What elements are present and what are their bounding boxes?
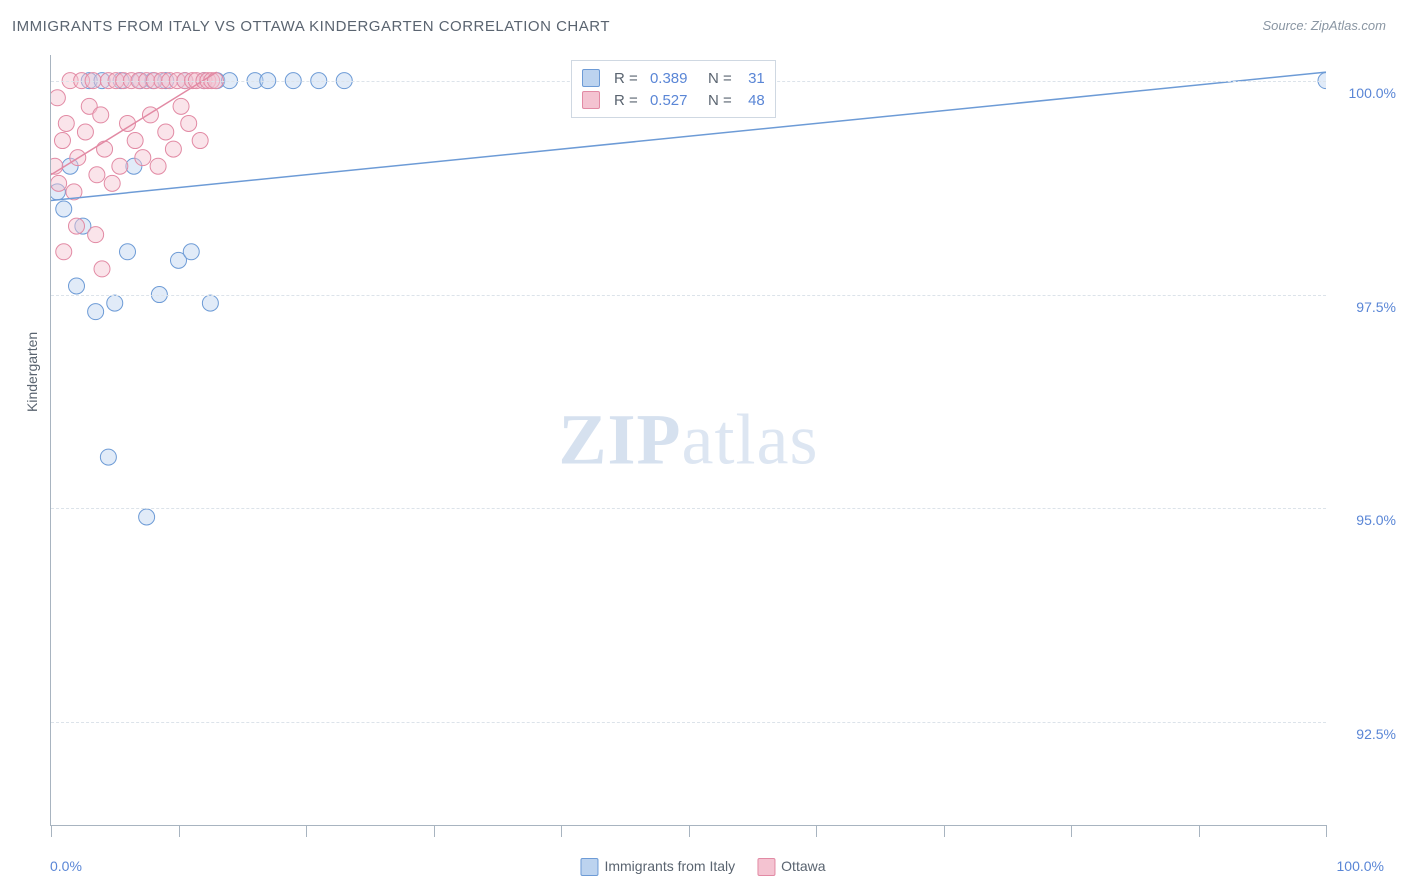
legend-n-value: 48 (748, 92, 765, 109)
data-point (100, 449, 116, 465)
x-tick (944, 825, 945, 837)
x-tick (1071, 825, 1072, 837)
legend-swatch (757, 858, 775, 876)
data-point (202, 295, 218, 311)
legend-n-value: 31 (748, 70, 765, 87)
legend-n-label: N = (695, 92, 740, 109)
grid-line (51, 295, 1326, 296)
x-tick (1199, 825, 1200, 837)
data-point (69, 218, 85, 234)
x-tick (51, 825, 52, 837)
chart-title: IMMIGRANTS FROM ITALY VS OTTAWA KINDERGA… (12, 18, 610, 35)
data-point (51, 175, 67, 191)
data-point (89, 167, 105, 183)
legend-r-value: 0.527 (650, 92, 688, 109)
source-prefix: Source: (1262, 18, 1310, 33)
x-tick (689, 825, 690, 837)
scatter-chart-svg (51, 55, 1326, 825)
y-tick-label: 100.0% (1336, 85, 1396, 101)
y-axis-label: Kindergarten (24, 332, 40, 412)
x-tick (179, 825, 180, 837)
legend-n-label: N = (695, 70, 740, 87)
data-point (54, 133, 70, 149)
x-tick (434, 825, 435, 837)
data-point (93, 107, 109, 123)
source-attribution: Source: ZipAtlas.com (1262, 18, 1386, 33)
legend-swatch (582, 91, 600, 109)
legend-r-label: R = (614, 70, 642, 87)
data-point (97, 141, 113, 157)
legend-row: R = 0.389 N = 31 (582, 67, 765, 89)
data-point (173, 98, 189, 114)
series-legend-item: Immigrants from Italy (580, 858, 735, 876)
data-point (56, 244, 72, 260)
x-tick (1326, 825, 1327, 837)
series-legend: Immigrants from Italy Ottawa (580, 858, 825, 876)
x-tick (816, 825, 817, 837)
data-point (158, 124, 174, 140)
data-point (77, 124, 93, 140)
data-point (112, 158, 128, 174)
data-point (127, 133, 143, 149)
data-point (165, 141, 181, 157)
x-tick (306, 825, 307, 837)
legend-swatch (582, 69, 600, 87)
data-point (94, 261, 110, 277)
grid-line (51, 722, 1326, 723)
data-point (58, 115, 74, 131)
grid-line (51, 508, 1326, 509)
correlation-legend-box: R = 0.389 N = 31R = 0.527 N = 48 (571, 60, 776, 118)
data-point (183, 244, 199, 260)
x-axis-min-label: 0.0% (50, 858, 82, 874)
data-point (192, 133, 208, 149)
data-point (139, 509, 155, 525)
data-point (51, 90, 65, 106)
plot-area: ZIPatlas 100.0%97.5%95.0%92.5% R = 0.389… (50, 55, 1326, 826)
data-point (69, 278, 85, 294)
data-point (88, 227, 104, 243)
source-name: ZipAtlas.com (1311, 18, 1386, 33)
x-axis-max-label: 100.0% (1337, 858, 1384, 874)
data-point (107, 295, 123, 311)
y-tick-label: 97.5% (1336, 299, 1396, 315)
legend-r-label: R = (614, 92, 642, 109)
series-legend-label: Ottawa (781, 858, 825, 874)
data-point (104, 175, 120, 191)
data-point (181, 115, 197, 131)
y-tick-label: 92.5% (1336, 726, 1396, 742)
series-legend-item: Ottawa (757, 858, 825, 876)
data-point (135, 150, 151, 166)
legend-row: R = 0.527 N = 48 (582, 89, 765, 111)
data-point (150, 158, 166, 174)
legend-r-value: 0.389 (650, 70, 688, 87)
data-point (88, 304, 104, 320)
x-tick (561, 825, 562, 837)
data-point (120, 244, 136, 260)
data-point (56, 201, 72, 217)
legend-swatch (580, 858, 598, 876)
series-legend-label: Immigrants from Italy (604, 858, 735, 874)
y-tick-label: 95.0% (1336, 512, 1396, 528)
